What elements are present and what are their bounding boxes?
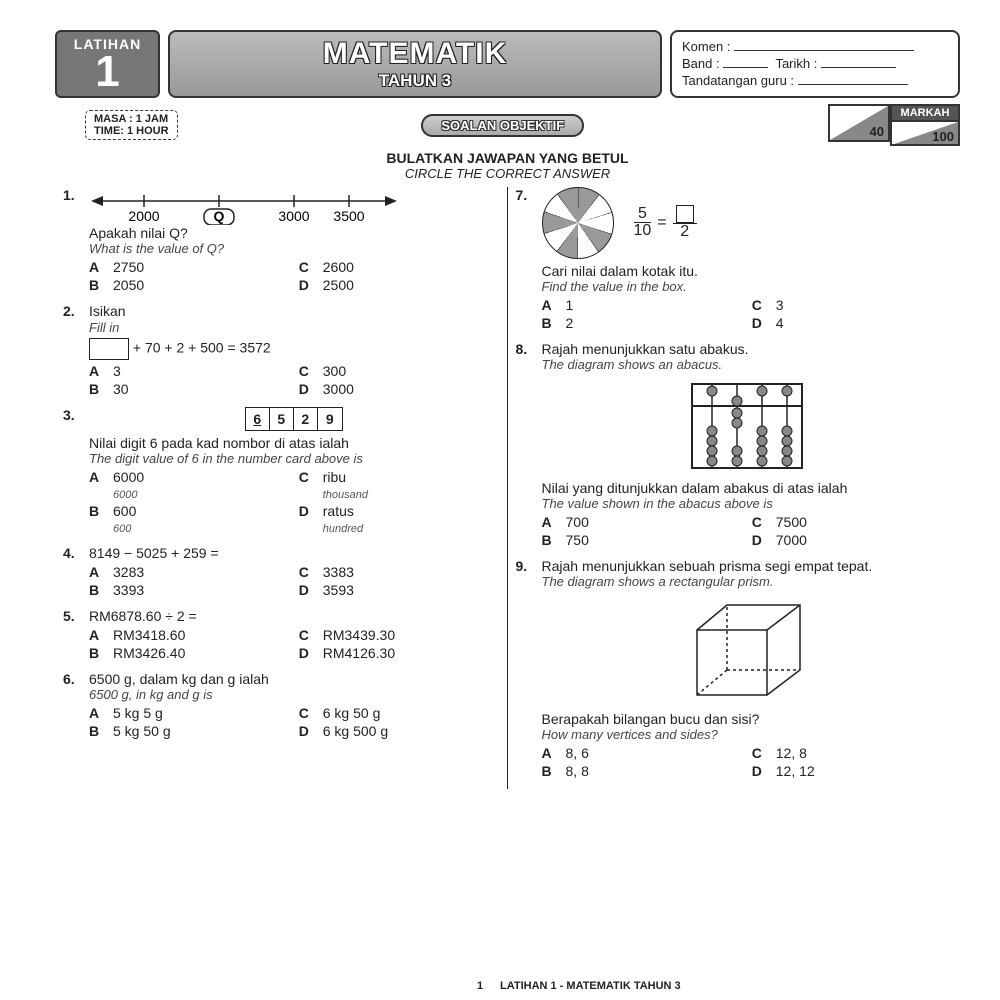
tarikh-label: Tarikh : <box>775 56 817 71</box>
question-5: 5. RM6878.60 ÷ 2 = ARM3418.60 CRM3439.30… <box>63 608 499 661</box>
komen-label: Komen : <box>682 39 730 54</box>
latihan-number: 1 <box>59 52 156 92</box>
svg-text:3500: 3500 <box>333 208 364 224</box>
title-main: MATEMATIK <box>323 37 508 71</box>
header: LATIHAN 1 MATEMATIK TAHUN 3 Komen : Band… <box>55 30 960 98</box>
instruction-bm: BULATKAN JAWAPAN YANG BETUL <box>55 150 960 166</box>
right-column: 7. 510 = 2 Cari nilai dalam kotak itu. F… <box>508 187 961 789</box>
score-40: 40 <box>828 104 890 142</box>
question-2: 2. Isikan Fill in + 70 + 2 + 500 = 3572 … <box>63 303 499 397</box>
prism-icon <box>672 595 822 705</box>
abacus-icon <box>677 376 817 476</box>
score-wrap: 40 MARKAH 100 <box>828 104 960 146</box>
page-number: 1 <box>477 980 483 992</box>
question-8: 8. Rajah menunjukkan satu abakus. The di… <box>516 341 953 548</box>
fraction: 510 = 2 <box>634 205 697 240</box>
latihan-badge: LATIHAN 1 <box>55 30 160 98</box>
svg-text:2000: 2000 <box>128 208 159 224</box>
title-banner: MATEMATIK TAHUN 3 <box>168 30 662 98</box>
question-7: 7. 510 = 2 Cari nilai dalam kotak itu. F… <box>516 187 953 331</box>
svg-text:3000: 3000 <box>278 208 309 224</box>
question-6: 6. 6500 g, dalam kg dan g ialah 6500 g, … <box>63 671 499 739</box>
left-column: 1. 2000 3000 3500 Q Apakah nilai Q? What… <box>55 187 508 789</box>
pie-icon <box>542 187 614 259</box>
title-sub: TAHUN 3 <box>379 71 451 91</box>
tanda-label: Tandatangan guru : <box>682 73 794 88</box>
question-3: 3. 6529 Nilai digit 6 pada kad nombor di… <box>63 407 499 535</box>
question-9: 9. Rajah menunjukkan sebuah prisma segi … <box>516 558 953 779</box>
question-1: 1. 2000 3000 3500 Q Apakah nilai Q? What… <box>63 187 499 293</box>
meta-row: MASA : 1 JAM TIME: 1 HOUR SOALAN OBJEKTI… <box>55 104 960 146</box>
footer-tag: LATIHAN 1 - MATEMATIK TAHUN 3 <box>500 980 681 992</box>
instruction-en: CIRCLE THE CORRECT ANSWER <box>55 166 960 181</box>
band-label: Band : <box>682 56 720 71</box>
info-box: Komen : Band : Tarikh : Tandatangan guru… <box>670 30 960 98</box>
svg-text:Q: Q <box>214 208 225 224</box>
time-box: MASA : 1 JAM TIME: 1 HOUR <box>85 110 178 140</box>
section-label: SOALAN OBJEKTIF <box>421 114 584 137</box>
question-4: 4. 8149 − 5025 + 259 = A3283 C3383 B3393… <box>63 545 499 598</box>
markah-box: MARKAH 100 <box>890 104 960 146</box>
footer: 1 LATIHAN 1 - MATEMATIK TAHUN 3 <box>0 980 960 992</box>
number-line: 2000 3000 3500 Q <box>89 187 399 225</box>
